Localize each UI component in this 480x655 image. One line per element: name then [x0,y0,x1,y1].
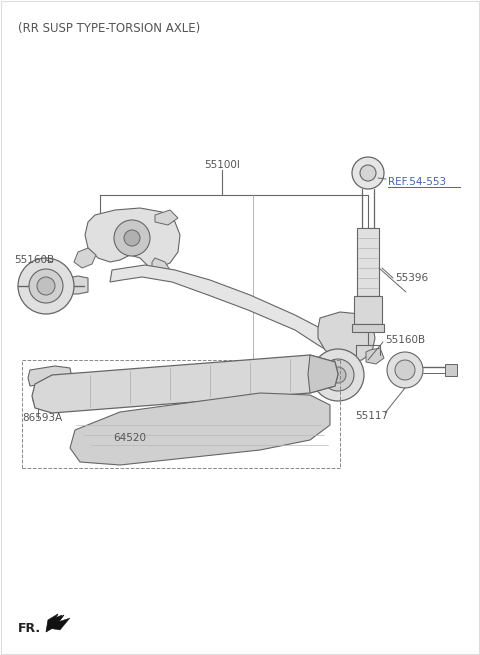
Circle shape [114,220,150,256]
Polygon shape [70,393,330,465]
Polygon shape [46,614,64,632]
Circle shape [387,352,423,388]
Polygon shape [110,265,338,352]
Circle shape [33,395,43,405]
Circle shape [18,258,74,314]
Circle shape [352,157,384,189]
Bar [352,324,384,332]
Polygon shape [152,258,170,275]
Polygon shape [48,615,70,630]
Polygon shape [85,208,180,268]
Text: FR.: FR. [18,622,41,635]
Circle shape [360,165,376,181]
Text: (RR SUSP TYPE-TORSION AXLE): (RR SUSP TYPE-TORSION AXLE) [18,22,200,35]
Text: 55160B: 55160B [385,335,425,345]
Text: 55100I: 55100I [204,160,240,170]
Circle shape [124,230,140,246]
Polygon shape [360,310,378,325]
Bar [354,296,382,324]
Polygon shape [74,248,96,268]
Polygon shape [32,355,338,413]
Polygon shape [308,355,338,393]
Polygon shape [155,210,178,225]
Text: 55160B: 55160B [14,255,54,265]
Polygon shape [366,348,384,364]
Circle shape [29,269,63,303]
Polygon shape [28,366,72,386]
Text: REF.54-553: REF.54-553 [388,177,446,187]
Text: 86593A: 86593A [22,413,62,423]
Polygon shape [318,312,375,362]
Bar [357,228,379,296]
Circle shape [330,367,346,383]
Text: 64520: 64520 [113,433,146,443]
Circle shape [322,359,354,391]
Text: 55396: 55396 [395,273,428,283]
Circle shape [395,360,415,380]
Bar [445,364,457,376]
Circle shape [37,277,55,295]
Text: 55117: 55117 [355,411,389,421]
Polygon shape [58,276,88,294]
Circle shape [312,349,364,401]
